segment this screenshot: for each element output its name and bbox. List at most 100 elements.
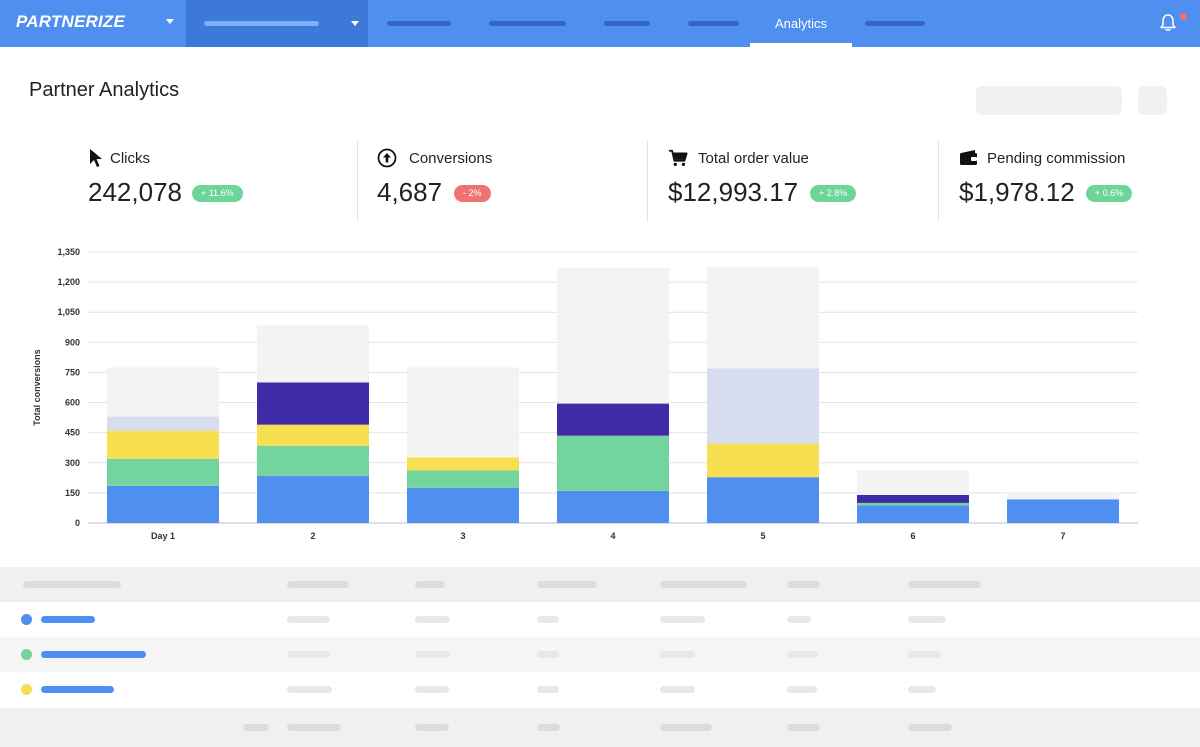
bar-segment xyxy=(707,477,819,523)
cell-placeholder xyxy=(287,686,332,693)
column-header-placeholder[interactable] xyxy=(908,581,981,588)
table-row[interactable] xyxy=(0,672,1200,707)
wallet-icon xyxy=(960,150,977,165)
bar-segment xyxy=(257,424,369,446)
nav-tab-placeholder[interactable] xyxy=(688,21,739,26)
nav-tab-placeholder[interactable] xyxy=(489,21,566,26)
brand-menu[interactable]: PARTNERIZE xyxy=(0,0,186,47)
row-name-placeholder xyxy=(41,616,95,623)
series-color-dot xyxy=(21,684,32,695)
column-header-placeholder[interactable] xyxy=(787,581,820,588)
tab-analytics-label: Analytics xyxy=(774,16,828,31)
total-placeholder xyxy=(243,724,269,731)
conversions-chart: 0 150 300 450 600 750 900 1,050 1,200 1,350 Total … xyxy=(32,247,1138,541)
bar-segment xyxy=(557,403,669,436)
cell-placeholder xyxy=(787,616,811,623)
row-name-placeholder xyxy=(41,686,114,693)
cell-placeholder xyxy=(908,686,936,693)
bar-segment xyxy=(107,458,219,486)
total-placeholder xyxy=(537,724,560,731)
column-header-placeholder[interactable] xyxy=(415,581,445,588)
delta-badge: + 2.8% xyxy=(810,185,857,202)
total-placeholder xyxy=(660,724,712,731)
bar-segment xyxy=(257,382,369,425)
y-tick-label: 750 xyxy=(65,367,80,377)
cell-placeholder xyxy=(537,616,559,623)
bar-segment xyxy=(107,416,219,431)
kpi-clicks: Clicks 242,078 + 11.6% xyxy=(88,140,338,224)
account-name-placeholder xyxy=(204,21,319,26)
delta-badge: + 0.6% xyxy=(1086,185,1133,202)
y-tick-label: 1,350 xyxy=(57,247,80,257)
nav-tab-placeholder[interactable] xyxy=(865,21,925,26)
kpi-label: Total order value xyxy=(698,150,809,167)
bar-segment xyxy=(857,494,969,503)
column-header-placeholder[interactable] xyxy=(287,581,349,588)
x-tick-label: 5 xyxy=(760,531,765,541)
cell-placeholder xyxy=(908,651,941,658)
x-tick-label: 6 xyxy=(910,531,915,541)
total-placeholder xyxy=(415,724,449,731)
bar-segment xyxy=(557,268,669,404)
y-tick-label: 900 xyxy=(65,337,80,347)
table-row[interactable] xyxy=(0,602,1200,637)
account-switcher[interactable] xyxy=(186,0,368,47)
cell-placeholder xyxy=(287,616,330,623)
bar-segment xyxy=(107,430,219,459)
y-tick-label: 1,200 xyxy=(57,277,80,287)
total-placeholder xyxy=(908,724,952,731)
bar-segment xyxy=(257,325,369,383)
cursor-icon xyxy=(90,149,102,167)
cell-placeholder xyxy=(537,686,559,693)
bar-segment xyxy=(857,502,969,506)
nav-tab-placeholder[interactable] xyxy=(387,21,451,26)
x-tick-label: Day 1 xyxy=(151,531,175,541)
x-tick-label: 7 xyxy=(1060,531,1065,541)
kpi-label: Pending commission xyxy=(987,150,1126,167)
notification-bell-icon[interactable] xyxy=(1158,13,1178,33)
bar-segment xyxy=(557,435,669,491)
bar-segment xyxy=(707,267,819,369)
notification-dot xyxy=(1180,13,1187,20)
page-title: Partner Analytics xyxy=(29,79,180,101)
y-tick-label: 150 xyxy=(65,488,80,498)
tab-analytics[interactable]: Analytics xyxy=(750,0,852,47)
table-footer xyxy=(0,708,1200,747)
bar-segment xyxy=(407,457,519,471)
divider xyxy=(357,141,358,222)
active-tab-indicator xyxy=(750,43,852,47)
row-name-placeholder xyxy=(41,651,146,658)
bar-segment xyxy=(257,475,369,523)
date-range-picker[interactable] xyxy=(976,86,1122,115)
column-header-placeholder[interactable] xyxy=(660,581,747,588)
cell-placeholder xyxy=(415,651,450,658)
cell-placeholder xyxy=(287,651,330,658)
nav-tab-placeholder[interactable] xyxy=(604,21,650,26)
bar-segment xyxy=(407,367,519,458)
kpi-pending-commission: Pending commission $1,978.12 + 0.6% xyxy=(959,140,1189,224)
bar-segment xyxy=(707,443,819,478)
y-tick-label: 600 xyxy=(65,398,80,408)
column-header-placeholder[interactable] xyxy=(23,581,121,588)
kpi-conversions: Conversions 4,687 - 2% xyxy=(377,140,627,224)
column-header-placeholder[interactable] xyxy=(537,581,597,588)
cell-placeholder xyxy=(660,651,695,658)
y-tick-label: 300 xyxy=(65,458,80,468)
bar-segment xyxy=(407,470,519,488)
options-button[interactable] xyxy=(1138,86,1167,115)
y-tick-label: 0 xyxy=(75,518,80,528)
bar-segment xyxy=(107,367,219,417)
chevron-down-icon xyxy=(166,19,174,24)
bar-segment xyxy=(857,505,969,523)
delta-badge: - 2% xyxy=(454,185,491,202)
kpi-value: 4,687 xyxy=(377,177,443,207)
x-tick-label: 3 xyxy=(460,531,465,541)
series-color-dot xyxy=(21,649,32,660)
table-header xyxy=(0,567,1200,602)
cell-placeholder xyxy=(787,686,817,693)
x-tick-label: 2 xyxy=(310,531,315,541)
bar-segment xyxy=(557,490,669,523)
cell-placeholder xyxy=(415,686,449,693)
bar-segment xyxy=(707,368,819,444)
table-row[interactable] xyxy=(0,637,1200,672)
